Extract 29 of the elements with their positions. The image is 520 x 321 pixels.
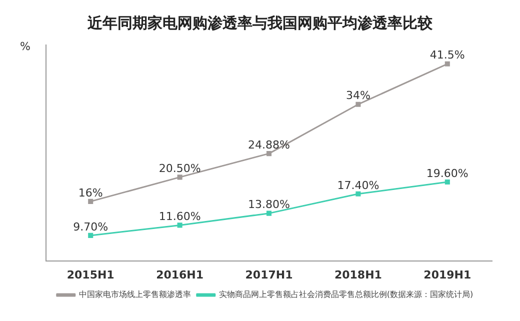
x-tick-label: 2019H1 [424,268,472,282]
data-label: 16% [78,186,103,200]
point [266,151,272,156]
point [88,232,94,238]
x-tick-label: 2018H1 [334,268,382,282]
chart-title: 近年同期家电网购渗透率与我国网购平均渗透率比较 [86,13,434,34]
data-label: 24.88% [248,138,290,152]
point [444,180,450,185]
point [88,198,94,204]
y-axis-title: % [20,40,30,53]
data-label: 9.70% [73,220,108,234]
data-label: 19.60% [426,166,468,180]
x-tick-label: 2015H1 [66,268,114,282]
point [444,61,450,66]
data-label: 13.80% [248,198,290,212]
data-label: 11.60% [158,210,201,224]
point [356,102,361,107]
point [266,210,272,216]
legend-label: 实物商品网上零售额占社会消费品零售总额比例(数据来源：国家统计局) [218,290,474,300]
point [356,191,361,196]
data-label: 20.50% [158,162,201,176]
data-label: 41.5% [430,48,465,62]
data-label: 34% [346,89,370,102]
legend-label: 中国家电市场线上零售额渗透率 [78,290,191,300]
point [177,174,182,180]
point [177,222,182,228]
x-tick-label: 2017H1 [245,268,293,282]
data-label: 17.40% [337,178,380,192]
x-tick-label: 2016H1 [156,268,204,282]
